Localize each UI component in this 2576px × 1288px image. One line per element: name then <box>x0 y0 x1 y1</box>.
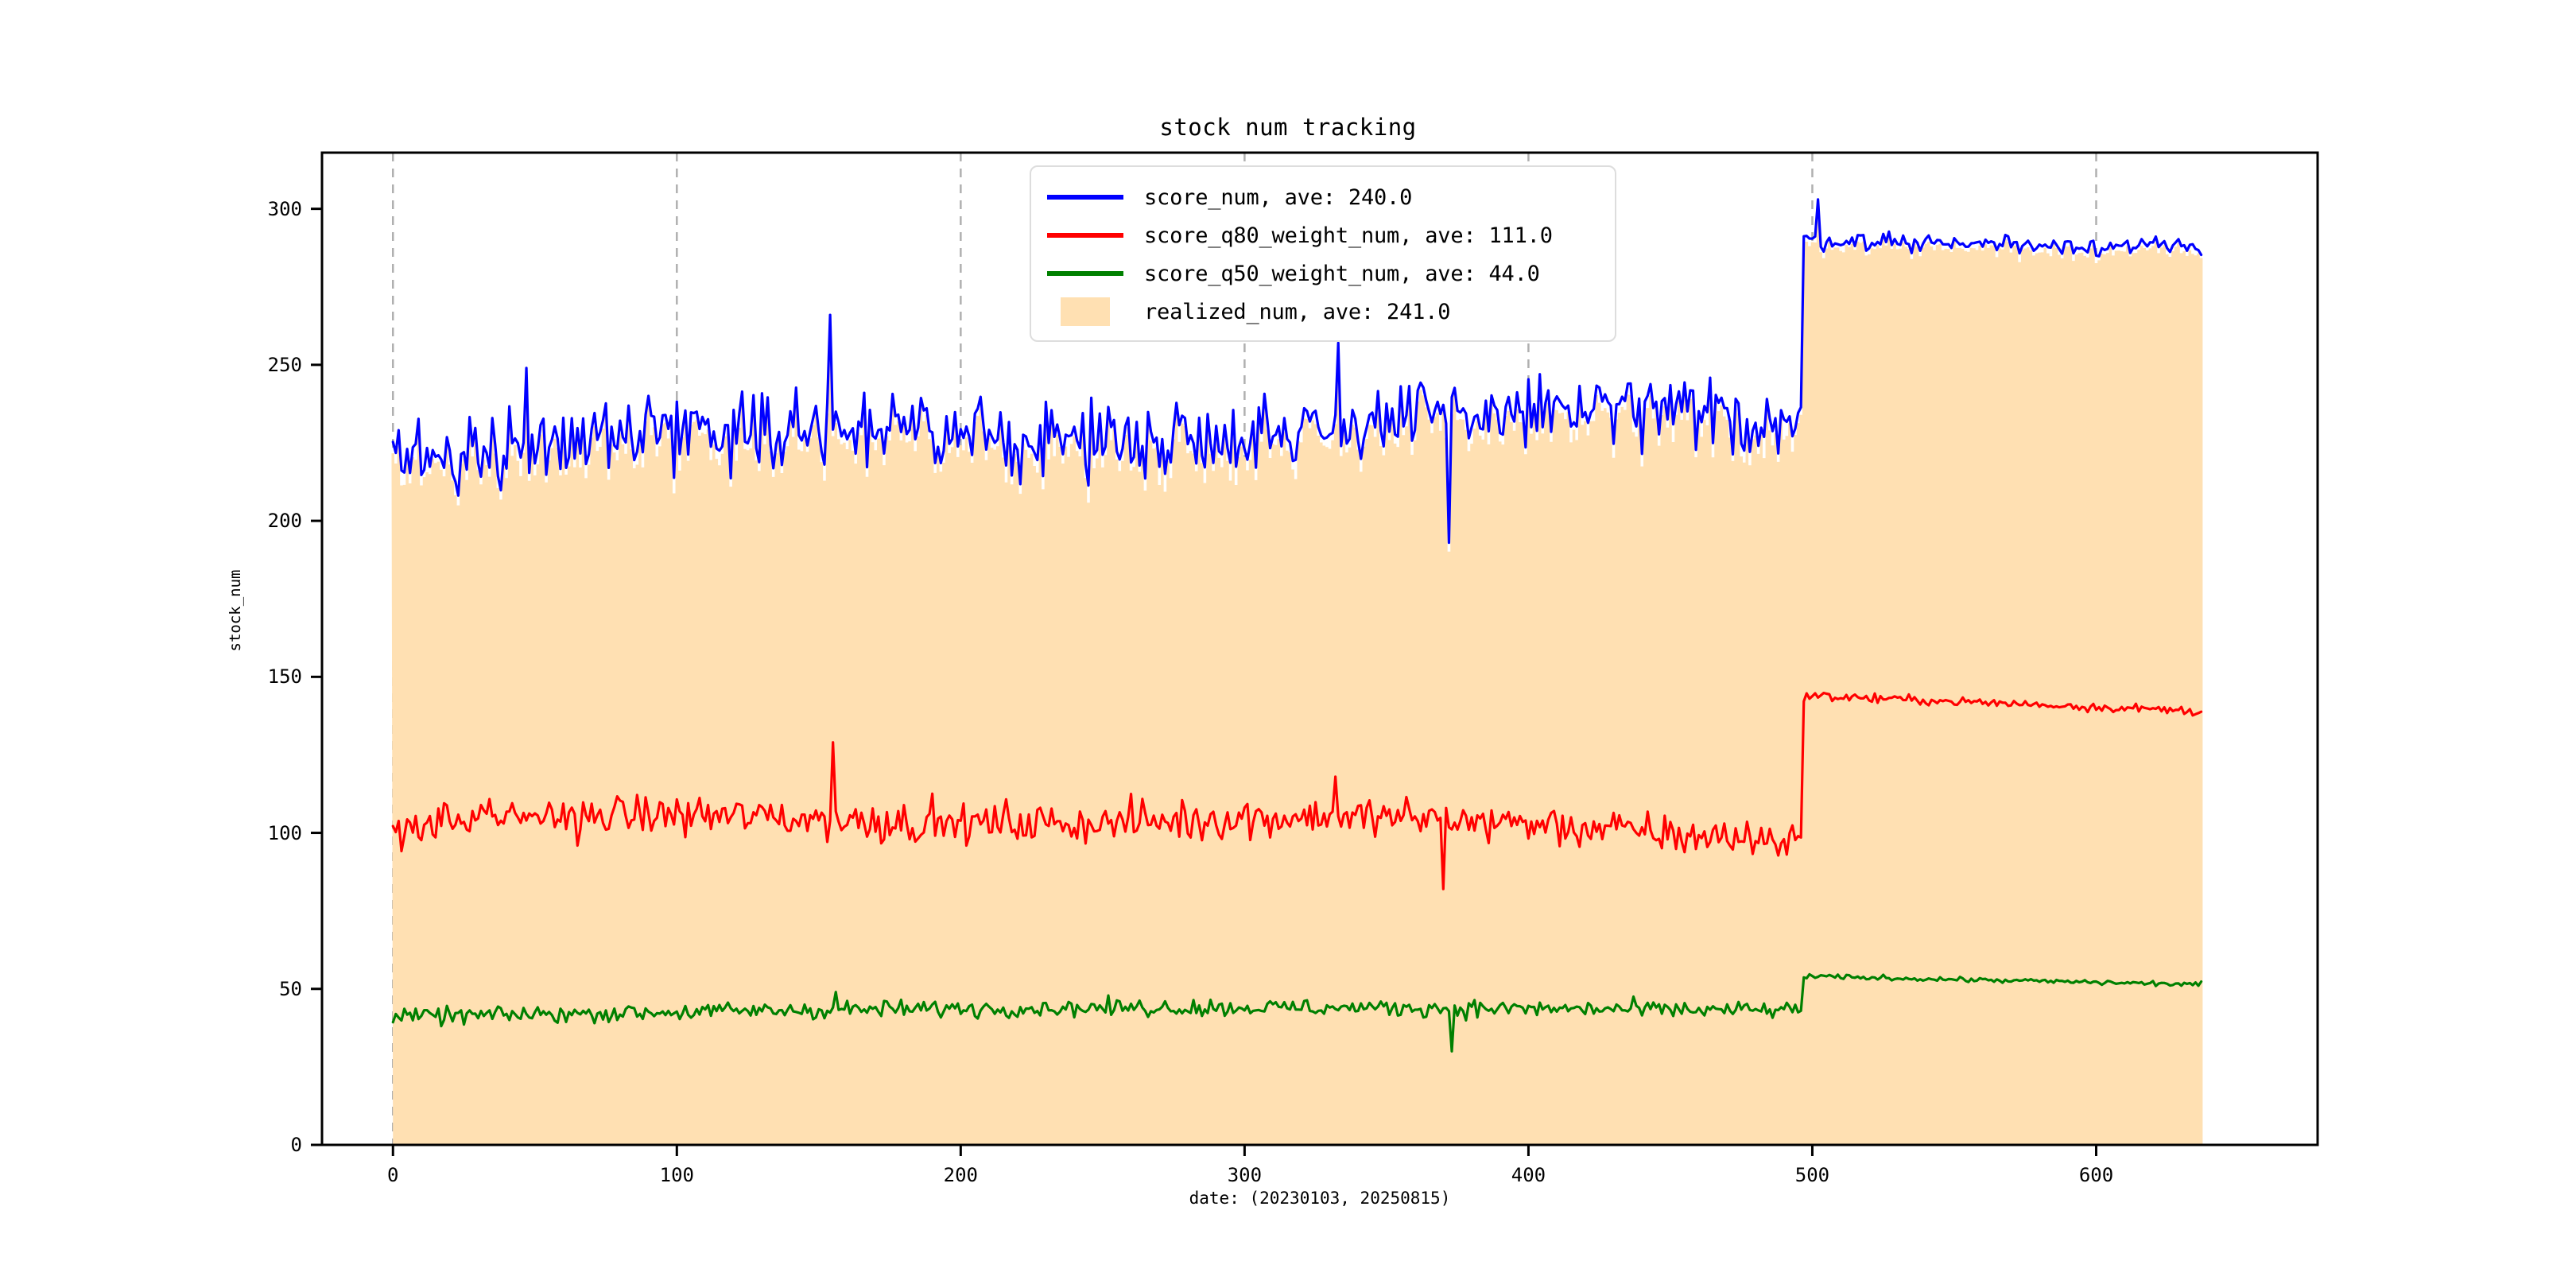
legend-item-0[interactable]: score_num, ave: 240.0 <box>1047 178 1599 216</box>
ytick-label-300: 300 <box>267 197 302 220</box>
y-axis-label: stock_num <box>227 569 244 652</box>
legend-item-3[interactable]: realized_num, ave: 241.0 <box>1047 293 1599 331</box>
chart-title: stock num tracking <box>1159 114 1417 141</box>
legend-line-swatch <box>1047 233 1123 238</box>
legend-label-3: realized_num, ave: 241.0 <box>1144 299 1451 324</box>
series-line-score-num <box>391 198 2203 545</box>
legend-swatch-1 <box>1047 225 1123 246</box>
legend-swatch-3 <box>1047 297 1123 326</box>
xtick-label-200: 200 <box>943 1164 979 1186</box>
legend-label-2: score_q50_weight_num, ave: 44.0 <box>1144 261 1540 286</box>
series-area-realized-num <box>391 204 2203 1146</box>
legend-line-swatch <box>1047 271 1123 276</box>
ytick-label-100: 100 <box>267 821 302 844</box>
axes-frame <box>320 151 2319 1146</box>
ytick-label-200: 200 <box>267 510 302 533</box>
legend-swatch-0 <box>1047 187 1123 208</box>
legend-line-swatch <box>1047 195 1123 200</box>
xtick-label-500: 500 <box>1794 1164 1830 1186</box>
x-axis-label: date: (20230103, 20250815) <box>1189 1189 1451 1208</box>
legend-swatch-2 <box>1047 263 1123 284</box>
legend-label-1: score_q80_weight_num, ave: 111.0 <box>1144 223 1553 248</box>
xtick-label-100: 100 <box>659 1164 694 1186</box>
legend-item-1[interactable]: score_q80_weight_num, ave: 111.0 <box>1047 216 1599 254</box>
legend-patch-swatch <box>1061 297 1110 326</box>
series-line-score-q80-weight-num <box>391 691 2203 890</box>
chart-legend: score_num, ave: 240.0 score_q80_weight_nu… <box>1030 165 1616 342</box>
xtick-label-400: 400 <box>1511 1164 1546 1186</box>
xtick-label-600: 600 <box>2078 1164 2114 1186</box>
ytick-label-150: 150 <box>267 665 302 689</box>
ytick-label-0: 0 <box>290 1134 302 1156</box>
legend-item-2[interactable]: score_q50_weight_num, ave: 44.0 <box>1047 254 1599 293</box>
xtick-label-300: 300 <box>1227 1164 1263 1186</box>
ytick-label-250: 250 <box>267 353 302 376</box>
ytick-label-50: 50 <box>279 977 302 1000</box>
legend-label-0: score_num, ave: 240.0 <box>1144 184 1413 210</box>
series-line-score-q50-weight-num <box>391 972 2203 1053</box>
xtick-label-0: 0 <box>387 1164 399 1186</box>
